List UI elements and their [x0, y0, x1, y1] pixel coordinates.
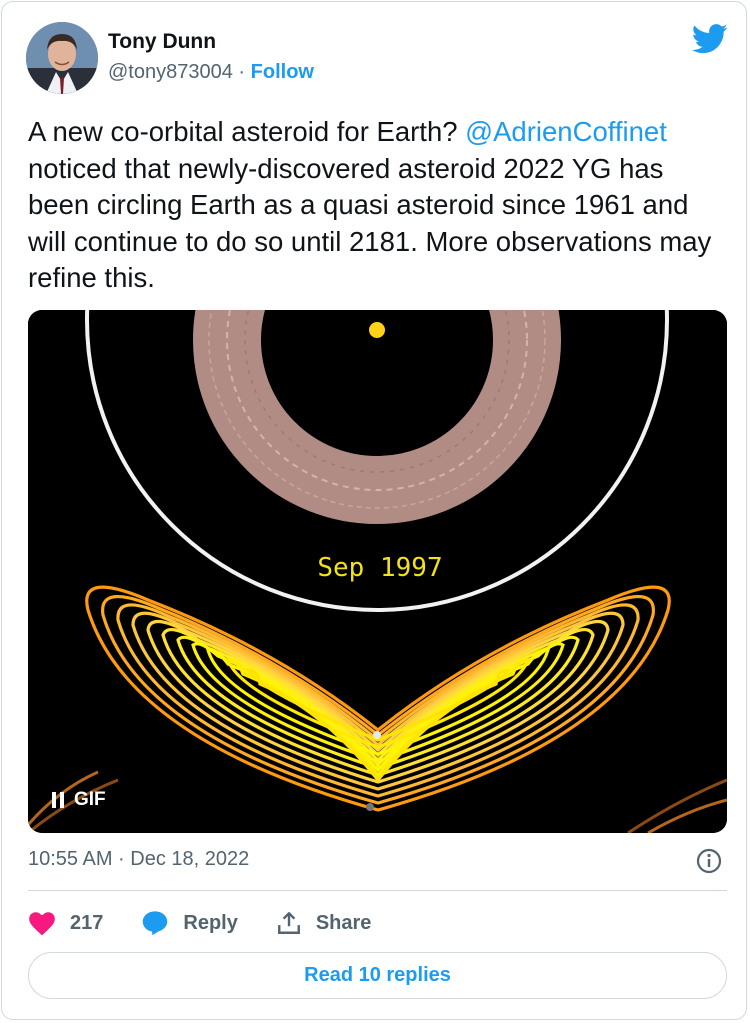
tweet-timestamp[interactable]: 10:55 AM · Dec 18, 2022 [28, 848, 250, 870]
share-upload-icon [277, 912, 300, 934]
reply-button[interactable]: Reply [141, 910, 238, 936]
author-handle[interactable]: @tony873004 [108, 61, 233, 83]
twitter-bird-icon[interactable] [691, 24, 728, 54]
divider [28, 890, 727, 891]
author-handle-row: @tony873004 · Follow [108, 61, 314, 84]
follow-button[interactable]: Follow [250, 61, 314, 83]
tweet-text: A new co-orbital asteroid for Earth? @Ad… [28, 114, 728, 297]
like-count: 217 [70, 911, 104, 934]
info-icon[interactable] [696, 848, 722, 874]
action-bar: 217 Reply Share [28, 906, 409, 940]
reply-bubble-icon [143, 911, 168, 936]
read-replies-button[interactable]: Read 10 replies [28, 952, 727, 999]
separator: · [238, 61, 246, 83]
orbit-ring-texture [226, 310, 528, 491]
pause-icon [52, 792, 64, 808]
like-button[interactable]: 217 [28, 910, 103, 936]
tweet-text-start: A new co-orbital asteroid for Earth? [28, 116, 466, 147]
date-label: Sep 1997 [317, 553, 442, 583]
gif-media[interactable]: Sep 1997 [28, 310, 727, 833]
sun-marker [369, 322, 385, 338]
share-label: Share [315, 911, 372, 934]
asteroid-marker [366, 803, 374, 811]
gif-label: GIF [74, 789, 106, 810]
earth-orbit-circle [85, 310, 669, 612]
avatar[interactable] [26, 22, 98, 94]
mention-link[interactable]: @AdrienCoffinet [465, 116, 667, 147]
tweet-text-end: noticed that newly-discovered asteroid 2… [28, 152, 712, 294]
reply-label: Reply [183, 911, 238, 934]
author-name[interactable]: Tony Dunn [108, 30, 217, 53]
orbit-animation-frame: Sep 1997 [28, 310, 727, 833]
earth-marker [373, 731, 381, 739]
gif-pause-button[interactable]: GIF [42, 783, 128, 817]
heart-icon [29, 912, 55, 936]
quasi-satellite-loops [85, 585, 671, 812]
share-button[interactable]: Share [276, 910, 372, 936]
